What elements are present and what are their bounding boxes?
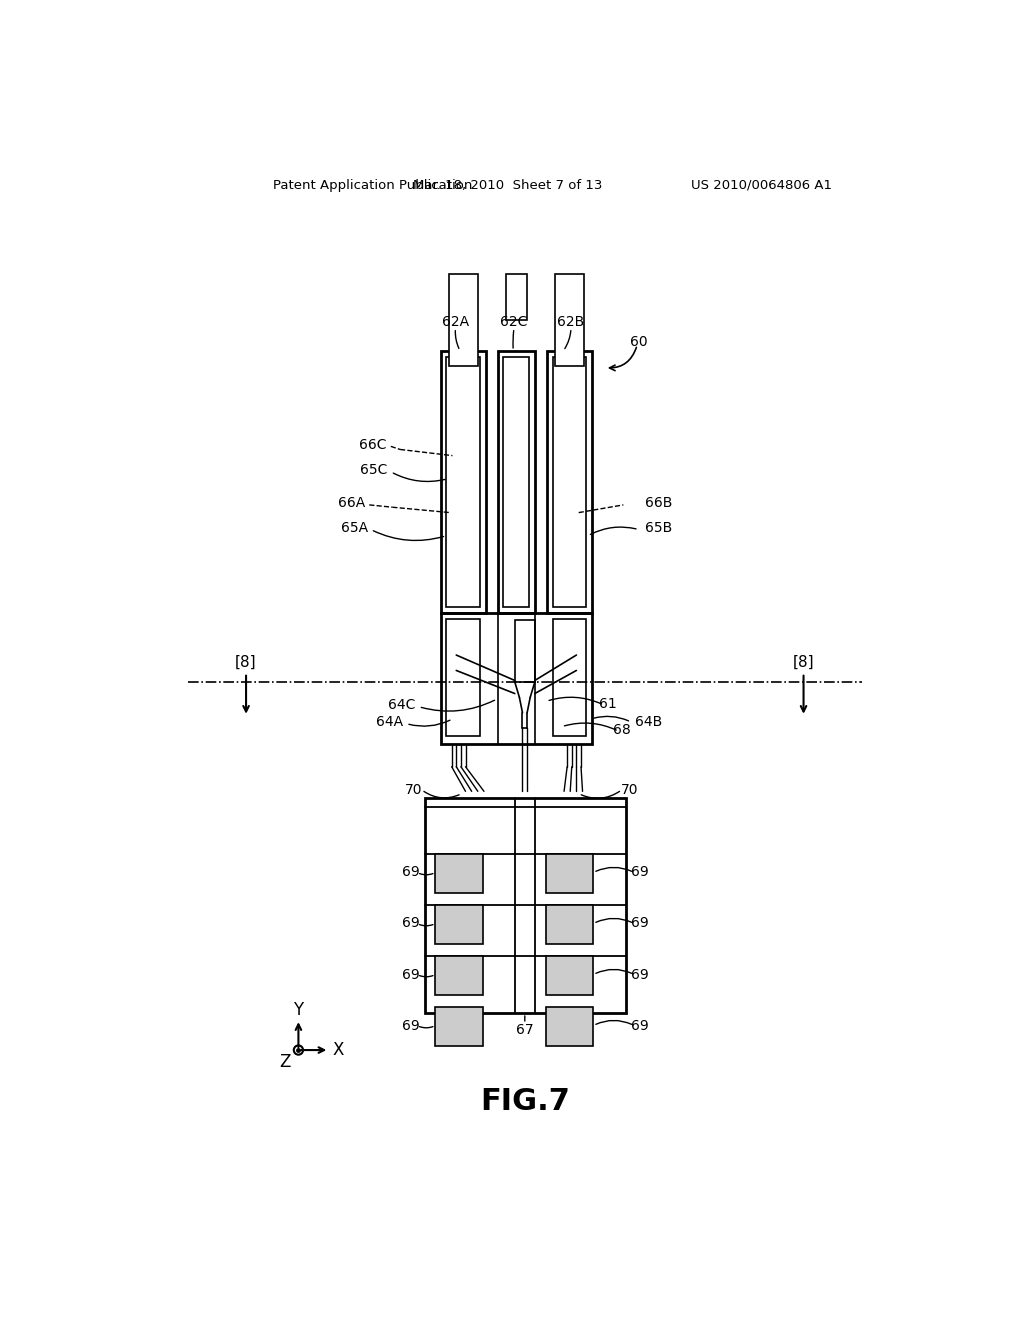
Bar: [435, 906, 483, 944]
Text: [8]: [8]: [793, 655, 814, 671]
Bar: [503, 358, 529, 607]
Text: 64B: 64B: [635, 715, 663, 729]
Text: 70: 70: [621, 783, 638, 797]
Text: 69: 69: [402, 866, 420, 879]
Bar: [506, 275, 527, 321]
Text: FIG.7: FIG.7: [480, 1088, 569, 1117]
Bar: [546, 854, 593, 892]
Bar: [546, 1007, 593, 1045]
Bar: [547, 351, 592, 612]
Text: 65C: 65C: [359, 463, 387, 478]
Text: 69: 69: [402, 968, 420, 982]
Bar: [446, 358, 480, 607]
Text: 69: 69: [402, 916, 420, 931]
Bar: [553, 619, 587, 737]
Text: US 2010/0064806 A1: US 2010/0064806 A1: [691, 178, 833, 191]
Bar: [546, 956, 593, 995]
Text: 66A: 66A: [338, 496, 366, 511]
Bar: [435, 1007, 483, 1045]
Bar: [441, 612, 592, 743]
Bar: [435, 854, 483, 892]
Text: 69: 69: [632, 916, 649, 931]
Text: 70: 70: [406, 783, 423, 797]
Bar: [515, 620, 535, 682]
Text: 65A: 65A: [341, 521, 368, 535]
Text: 65B: 65B: [645, 521, 672, 535]
Text: [8]: [8]: [236, 655, 257, 671]
Text: 67: 67: [516, 1023, 534, 1038]
Text: 66B: 66B: [645, 496, 673, 511]
Bar: [546, 906, 593, 944]
Text: 62B: 62B: [557, 314, 585, 329]
Text: 69: 69: [632, 866, 649, 879]
Bar: [498, 351, 535, 612]
Bar: [446, 619, 480, 737]
Text: Patent Application Publication: Patent Application Publication: [273, 178, 472, 191]
Text: 69: 69: [402, 1019, 420, 1032]
Bar: [441, 351, 485, 612]
Text: 69: 69: [632, 968, 649, 982]
Text: 60: 60: [630, 335, 647, 348]
Bar: [425, 797, 627, 1014]
Bar: [555, 275, 584, 367]
Text: Y: Y: [293, 1001, 303, 1019]
Text: 62A: 62A: [442, 314, 469, 329]
Text: 62C: 62C: [501, 314, 527, 329]
Text: 61: 61: [599, 697, 616, 710]
Bar: [553, 358, 587, 607]
Text: 64A: 64A: [376, 715, 403, 729]
Text: 66C: 66C: [359, 438, 387, 451]
Text: X: X: [333, 1041, 344, 1059]
Text: Mar. 18, 2010  Sheet 7 of 13: Mar. 18, 2010 Sheet 7 of 13: [413, 178, 602, 191]
Text: 64C: 64C: [388, 698, 416, 711]
Text: 69: 69: [632, 1019, 649, 1032]
Text: Z: Z: [279, 1053, 290, 1072]
Text: 68: 68: [613, 723, 631, 737]
Bar: [449, 275, 478, 367]
Bar: [435, 956, 483, 995]
